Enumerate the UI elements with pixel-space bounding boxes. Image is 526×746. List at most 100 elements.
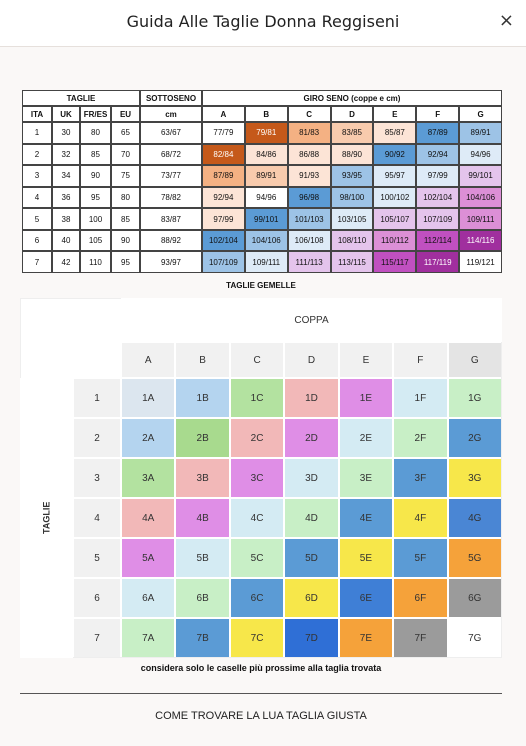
twin-size-cell: 1E: [339, 379, 393, 417]
twin-size-cell: 4F: [394, 499, 447, 537]
twin-size-cell: 1C: [230, 379, 284, 417]
size-cell: 95: [80, 186, 111, 209]
bust-cell: 101/103: [287, 208, 331, 230]
bust-cell: 100/102: [373, 186, 417, 209]
bust-cell: 107/109: [202, 251, 245, 273]
size-cell: 32: [52, 143, 80, 166]
guide-link[interactable]: COME TROVARE LA LUA TAGLIA GIUSTA: [155, 710, 367, 722]
column-header: F: [394, 343, 447, 377]
underbust-cell: 83/87: [140, 208, 202, 230]
bust-cell: 110/112: [373, 229, 417, 252]
twin-size-cell: 6B: [176, 579, 229, 617]
column-header: E: [373, 106, 417, 122]
size-cell: 105: [80, 229, 111, 252]
twin-size-cell: 1F: [394, 379, 447, 417]
bust-cell: 115/117: [373, 251, 417, 273]
column-header: F: [416, 106, 460, 122]
bust-cell: 77/79: [202, 122, 245, 144]
size-cell: 80: [80, 122, 111, 144]
section-title: TAGLIE GEMELLE: [226, 280, 296, 290]
twin-size-cell: 4D: [285, 499, 338, 537]
size-cell: 90: [80, 165, 111, 187]
column-header: cm: [140, 106, 202, 122]
twin-size-cell: 2F: [394, 419, 447, 457]
bust-cell: 119/121: [459, 251, 502, 273]
group-header: SOTTOSENO: [140, 90, 202, 106]
size-cell: 3: [22, 165, 52, 187]
size-cell: 70: [111, 143, 140, 166]
twin-size-cell: 5B: [176, 539, 229, 577]
twin-size-cell: 3G: [448, 459, 501, 497]
size-cell: 30: [52, 122, 80, 144]
twin-size-cell: 5D: [285, 539, 338, 577]
twin-size-cell: 5A: [122, 539, 175, 577]
bust-cell: 91/93: [287, 165, 331, 187]
row-header: 5: [74, 539, 120, 577]
bust-cell: 95/97: [373, 165, 417, 187]
underbust-cell: 88/92: [140, 229, 202, 252]
bust-cell: 88/90: [330, 143, 374, 166]
bust-cell: 82/84: [202, 143, 245, 166]
column-header: B: [176, 343, 229, 377]
size-cell: 1: [22, 122, 52, 144]
bust-cell: 113/115: [330, 251, 374, 273]
note: considera solo le caselle più prossime a…: [140, 663, 382, 673]
column-header: ITA: [22, 106, 52, 122]
column-header: E: [339, 343, 393, 377]
bust-cell: 107/109: [416, 208, 460, 230]
column-header: UK: [52, 106, 80, 122]
twin-size-cell: 7A: [122, 619, 175, 657]
underbust-cell: 78/82: [140, 186, 202, 209]
bust-cell: 81/83: [287, 122, 331, 144]
bust-cell: 97/99: [202, 208, 245, 230]
column-header: A: [202, 106, 245, 122]
twin-size-cell: 4C: [230, 499, 284, 537]
bust-cell: 99/101: [244, 208, 288, 230]
size-cell: 7: [22, 251, 52, 273]
underbust-cell: 63/67: [140, 122, 202, 144]
twin-size-cell: 7B: [176, 619, 229, 657]
bust-cell: 89/91: [244, 165, 288, 187]
underbust-cell: 93/97: [140, 251, 202, 273]
twin-size-cell: 2C: [230, 419, 284, 457]
column-header: A: [122, 343, 175, 377]
bust-cell: 94/96: [244, 186, 288, 209]
twin-size-cell: 4G: [448, 499, 501, 537]
bust-cell: 102/104: [202, 229, 245, 252]
twin-size-cell: 2E: [339, 419, 393, 457]
bust-cell: 111/113: [287, 251, 331, 273]
twin-size-cell: 2B: [176, 419, 229, 457]
close-button[interactable]: ×: [498, 10, 514, 31]
size-cell: 40: [52, 229, 80, 252]
twin-size-cell: 6F: [394, 579, 447, 617]
twin-size-cell: 6D: [285, 579, 338, 617]
bust-cell: 85/87: [373, 122, 417, 144]
twin-size-cell: 1B: [176, 379, 229, 417]
bust-cell: 103/105: [330, 208, 374, 230]
bust-cell: 89/91: [459, 122, 502, 144]
bust-cell: 98/100: [330, 186, 374, 209]
bust-cell: 92/94: [416, 143, 460, 166]
row-header: 2: [74, 419, 120, 457]
row-header: 6: [74, 579, 120, 617]
bust-cell: 99/101: [459, 165, 502, 187]
twin-size-cell: 5G: [448, 539, 501, 577]
column-header: G: [459, 106, 502, 122]
bust-cell: 109/111: [244, 251, 288, 273]
bust-cell: 84/86: [244, 143, 288, 166]
bust-cell: 86/88: [287, 143, 331, 166]
bust-cell: 117/119: [416, 251, 460, 273]
column-header: C: [230, 343, 284, 377]
twin-size-cell: 2A: [122, 419, 175, 457]
bust-cell: 109/111: [459, 208, 502, 230]
bust-cell: 104/106: [244, 229, 288, 252]
group-header: TAGLIE: [22, 90, 140, 106]
column-header: D: [285, 343, 338, 377]
bust-cell: 114/116: [459, 229, 502, 252]
twin-size-cell: 3A: [122, 459, 175, 497]
twin-size-cell: 5F: [394, 539, 447, 577]
twin-size-cell: 4B: [176, 499, 229, 537]
size-cell: 100: [80, 208, 111, 230]
modal-title: Guida Alle Taglie Donna Reggiseni: [126, 12, 400, 31]
